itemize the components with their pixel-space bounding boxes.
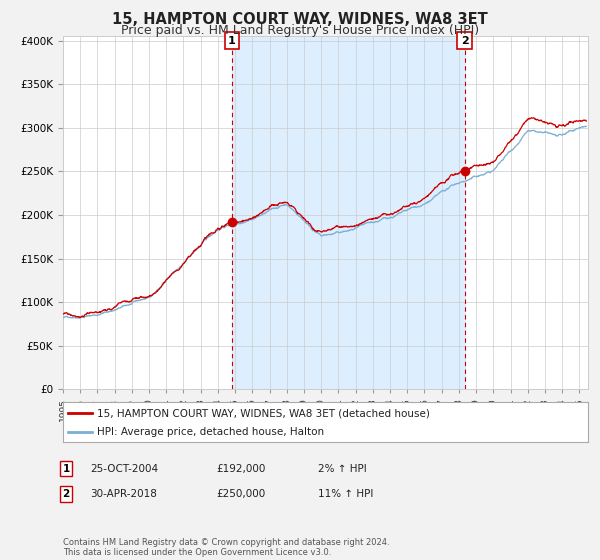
Bar: [232, 36, 464, 389]
Text: 30-APR-2018: 30-APR-2018: [90, 489, 157, 499]
Text: 2% ↑ HPI: 2% ↑ HPI: [318, 464, 367, 474]
Text: 2: 2: [461, 36, 469, 46]
Text: 1: 1: [62, 464, 70, 474]
Text: £192,000: £192,000: [216, 464, 265, 474]
Text: 2: 2: [62, 489, 70, 499]
Text: 25-OCT-2004: 25-OCT-2004: [90, 464, 158, 474]
Text: Contains HM Land Registry data © Crown copyright and database right 2024.
This d: Contains HM Land Registry data © Crown c…: [63, 538, 389, 557]
Text: 15, HAMPTON COURT WAY, WIDNES, WA8 3ET: 15, HAMPTON COURT WAY, WIDNES, WA8 3ET: [112, 12, 488, 27]
Text: 11% ↑ HPI: 11% ↑ HPI: [318, 489, 373, 499]
Text: 15, HAMPTON COURT WAY, WIDNES, WA8 3ET (detached house): 15, HAMPTON COURT WAY, WIDNES, WA8 3ET (…: [97, 408, 430, 418]
Text: Price paid vs. HM Land Registry's House Price Index (HPI): Price paid vs. HM Land Registry's House …: [121, 24, 479, 37]
Text: £250,000: £250,000: [216, 489, 265, 499]
Text: HPI: Average price, detached house, Halton: HPI: Average price, detached house, Halt…: [97, 427, 324, 437]
Text: 1: 1: [228, 36, 236, 46]
